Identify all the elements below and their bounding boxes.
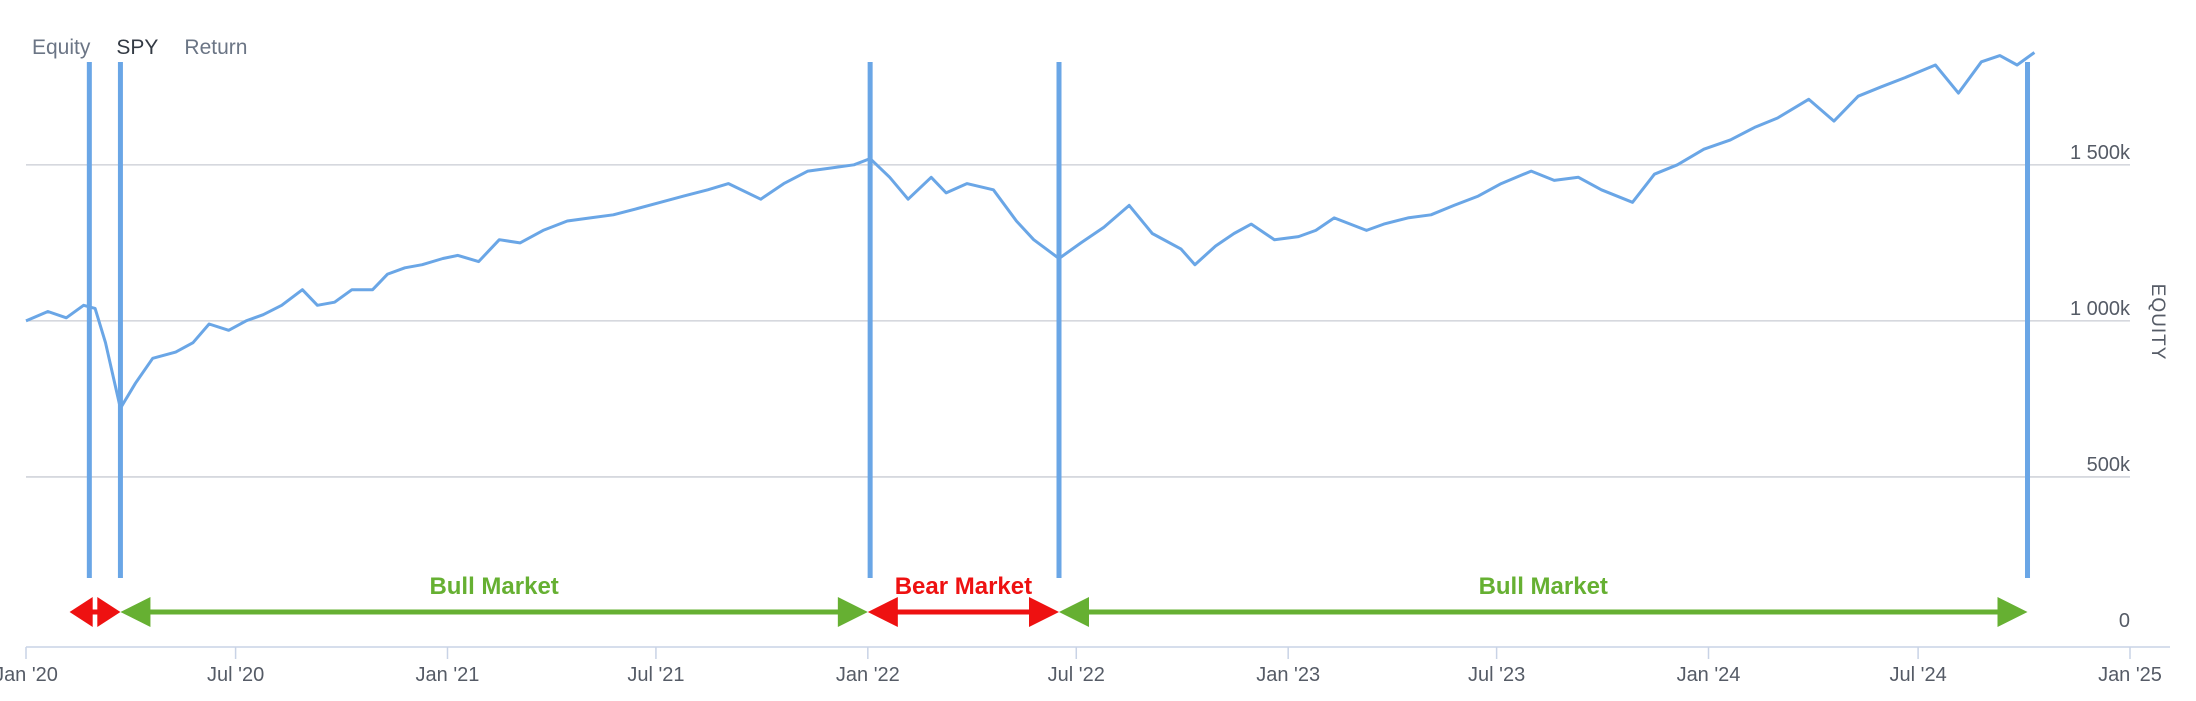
bull-market-label: Bull Market	[429, 573, 558, 600]
x-tick-label: Jan '24	[1677, 664, 1741, 686]
x-tick-label: Jan '22	[836, 664, 900, 686]
market-annotations: Bull Market Bear Market Bull Market	[69, 573, 2028, 627]
bear-market-label: Bear Market	[895, 573, 1032, 600]
x-tick-label: Jul '24	[1890, 664, 1947, 686]
arrow-head-right	[1028, 597, 1059, 627]
x-tick-label: Jul '23	[1468, 664, 1525, 686]
arrow-head-right	[837, 597, 868, 627]
event-markers	[86, 62, 2031, 578]
x-tick-label: Jul '21	[627, 664, 684, 686]
bull-market-arrow: Bull Market	[120, 573, 868, 627]
y-tick-label: 0	[2119, 610, 2130, 632]
tab-return[interactable]: Return	[184, 36, 248, 59]
arrow-head-left	[1058, 597, 1089, 627]
equity-series	[25, 51, 2036, 410]
y-axis-ticks: 0 500k 1 000k 1 500k	[2070, 142, 2131, 632]
bear-market-arrow: Bear Market	[867, 573, 1059, 627]
y-axis-title: EQUITY	[2147, 284, 2168, 361]
arrow-head-left	[69, 597, 93, 627]
arrow-head-right	[97, 597, 121, 627]
bull-market-arrow: Bull Market	[1058, 573, 2028, 627]
x-axis: Jan '20 Jul '20 Jan '21 Jul '21 Jan '22 Jul '…	[0, 646, 2170, 686]
y-tick-label: 1 500k	[2070, 142, 2131, 164]
x-tick-label: Jan '20	[0, 664, 58, 686]
x-tick-label: Jan '23	[1256, 664, 1320, 686]
x-tick-label: Jul '22	[1048, 664, 1105, 686]
x-tick-label: Jul '20	[207, 664, 264, 686]
equity-line	[25, 51, 2036, 410]
tab-spy[interactable]: SPY	[116, 36, 159, 59]
tab-equity[interactable]: Equity	[32, 36, 91, 59]
chart-tabs: Equity SPY Return	[32, 36, 247, 60]
y-tick-label: 1 000k	[2070, 298, 2131, 320]
bull-market-label: Bull Market	[1479, 573, 1608, 600]
x-tick-label: Jan '21	[416, 664, 480, 686]
x-tick-label: Jan '25	[2098, 664, 2162, 686]
arrow-head-right	[1997, 597, 2028, 627]
grid-lines	[26, 164, 2130, 478]
bear-market-arrow	[69, 597, 121, 627]
arrow-head-left	[120, 597, 151, 627]
y-tick-label: 500k	[2087, 454, 2131, 476]
arrow-head-left	[867, 597, 898, 627]
